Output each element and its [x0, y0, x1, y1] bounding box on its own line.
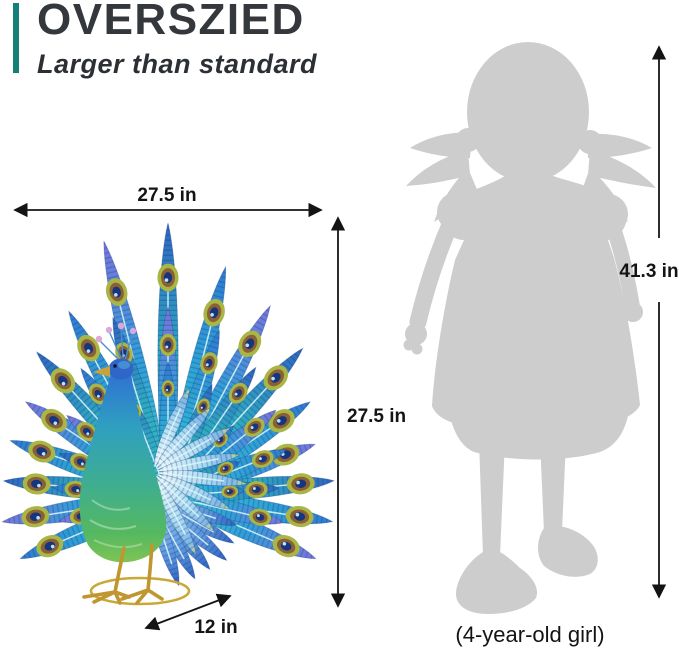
peacock-statue-illustration — [1, 222, 335, 606]
peacock-body — [79, 370, 167, 563]
peacock-beak — [93, 366, 110, 377]
statue-base-ring — [89, 576, 191, 606]
page-subtitle: Larger than standard — [37, 49, 318, 79]
width-dimension-label: 27.5 in — [137, 185, 196, 206]
page-title: OVERSZIED — [37, 0, 305, 44]
depth-dimension-label: 12 in — [194, 617, 237, 638]
peacock-legs — [82, 543, 164, 605]
header: OVERSZIED Larger than standard — [13, 0, 318, 79]
girl-caption: (4-year-old girl) — [455, 622, 604, 647]
depth-dimension-arrow — [144, 593, 232, 631]
header-text: OVERSZIED Larger than standard — [37, 0, 318, 79]
peacock-eye — [113, 364, 117, 368]
girl-height-label: 41.3 in — [619, 261, 678, 282]
girl-silhouette — [403, 42, 656, 614]
accent-bar — [13, 3, 19, 73]
height-dimension-label: 27.5 in — [347, 406, 406, 427]
peacock-head — [93, 322, 137, 380]
